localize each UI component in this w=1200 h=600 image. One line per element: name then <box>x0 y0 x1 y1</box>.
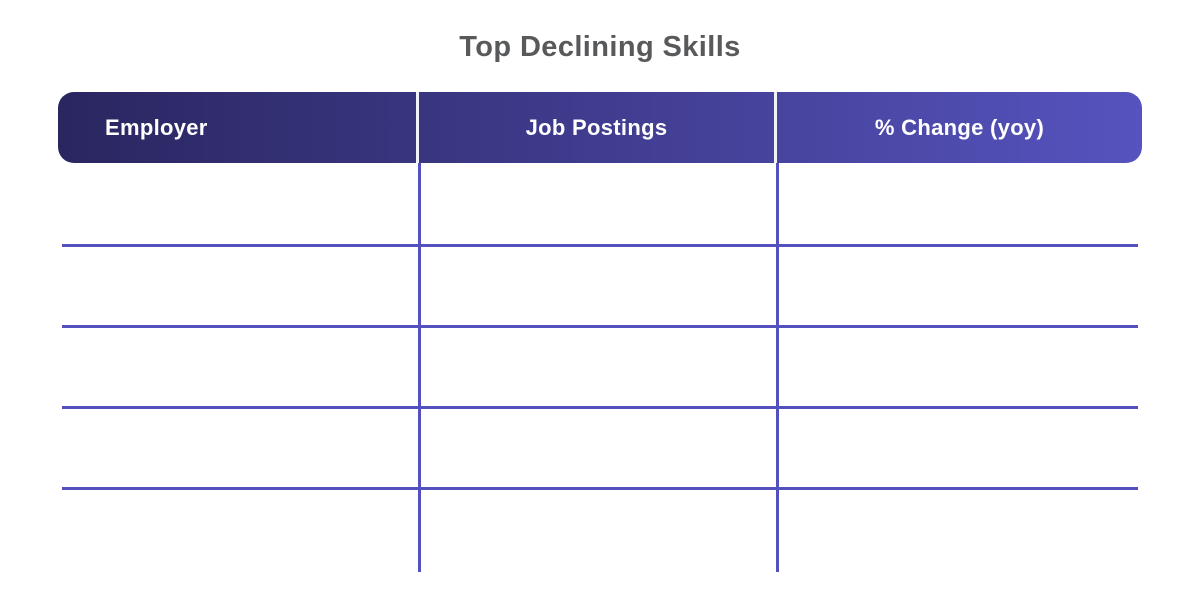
row-divider <box>62 325 1138 328</box>
table-cell <box>58 163 419 244</box>
table-cell <box>419 406 777 487</box>
table-cell <box>58 406 419 487</box>
table-cell <box>58 244 419 325</box>
table-cell <box>777 244 1142 325</box>
table-cell <box>419 244 777 325</box>
header-cell-pct-change: % Change (yoy) <box>874 114 1045 140</box>
row-divider <box>62 406 1138 409</box>
header-cell-job-postings: Job Postings <box>419 92 777 163</box>
row-divider <box>62 244 1138 247</box>
table-cell <box>777 163 1142 244</box>
row-divider <box>62 487 1138 490</box>
table-cell <box>777 487 1142 572</box>
column-divider <box>776 163 779 572</box>
page-title: Top Declining Skills <box>459 31 741 63</box>
table-cell <box>419 163 777 244</box>
table-cell <box>58 487 419 572</box>
table-cell <box>58 325 419 406</box>
table-cell <box>777 325 1142 406</box>
column-divider <box>418 163 421 572</box>
header-cell-employer: Employer <box>58 92 419 163</box>
table-cell <box>419 487 777 572</box>
table-cell <box>419 325 777 406</box>
table-cell <box>777 406 1142 487</box>
table-header: Employer Job Postings % Change (yoy) <box>58 92 1142 163</box>
table-body <box>58 163 1142 572</box>
